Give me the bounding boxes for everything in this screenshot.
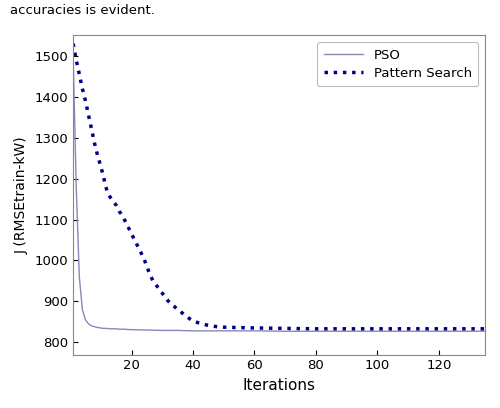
Pattern Search <box>132 237 138 242</box>
PSO <box>282 329 288 334</box>
PSO <box>92 324 98 329</box>
PSO <box>88 324 94 328</box>
PSO <box>482 329 488 334</box>
PSO <box>436 329 442 334</box>
Pattern Search <box>101 176 107 181</box>
PSO <box>82 317 88 322</box>
Y-axis label: J (RMSEtrain-kW): J (RMSEtrain-kW) <box>15 136 29 254</box>
PSO <box>126 327 132 332</box>
PSO <box>466 329 472 334</box>
Pattern Search <box>466 326 472 331</box>
PSO <box>252 328 258 333</box>
PSO <box>374 329 380 334</box>
PSO <box>98 326 104 330</box>
PSO <box>190 328 196 333</box>
PSO <box>221 328 227 333</box>
Line: Pattern Search: Pattern Search <box>73 44 485 329</box>
PSO <box>144 328 150 333</box>
PSO <box>95 325 101 330</box>
PSO <box>86 322 91 326</box>
PSO <box>128 327 134 332</box>
PSO <box>76 275 82 279</box>
PSO <box>344 329 349 334</box>
Pattern Search <box>110 199 116 204</box>
PSO <box>116 327 122 332</box>
Pattern Search <box>344 326 349 331</box>
PSO <box>101 326 107 331</box>
Pattern Search <box>88 127 94 132</box>
Pattern Search <box>313 326 319 331</box>
PSO <box>122 327 128 332</box>
Pattern Search <box>482 326 488 331</box>
PSO <box>120 327 126 332</box>
Text: accuracies is evident.: accuracies is evident. <box>10 4 155 17</box>
PSO <box>110 326 116 331</box>
Legend: PSO, Pattern Search: PSO, Pattern Search <box>317 42 478 86</box>
PSO <box>160 328 166 333</box>
PSO <box>73 184 79 189</box>
PSO <box>113 326 119 331</box>
PSO <box>104 326 110 331</box>
Line: PSO: PSO <box>73 56 485 331</box>
PSO <box>80 307 86 312</box>
PSO <box>174 328 180 333</box>
PSO <box>107 326 113 331</box>
PSO <box>405 329 411 334</box>
X-axis label: Iterations: Iterations <box>242 378 316 393</box>
Pattern Search <box>70 41 76 46</box>
PSO <box>70 53 76 58</box>
PSO <box>313 329 319 334</box>
